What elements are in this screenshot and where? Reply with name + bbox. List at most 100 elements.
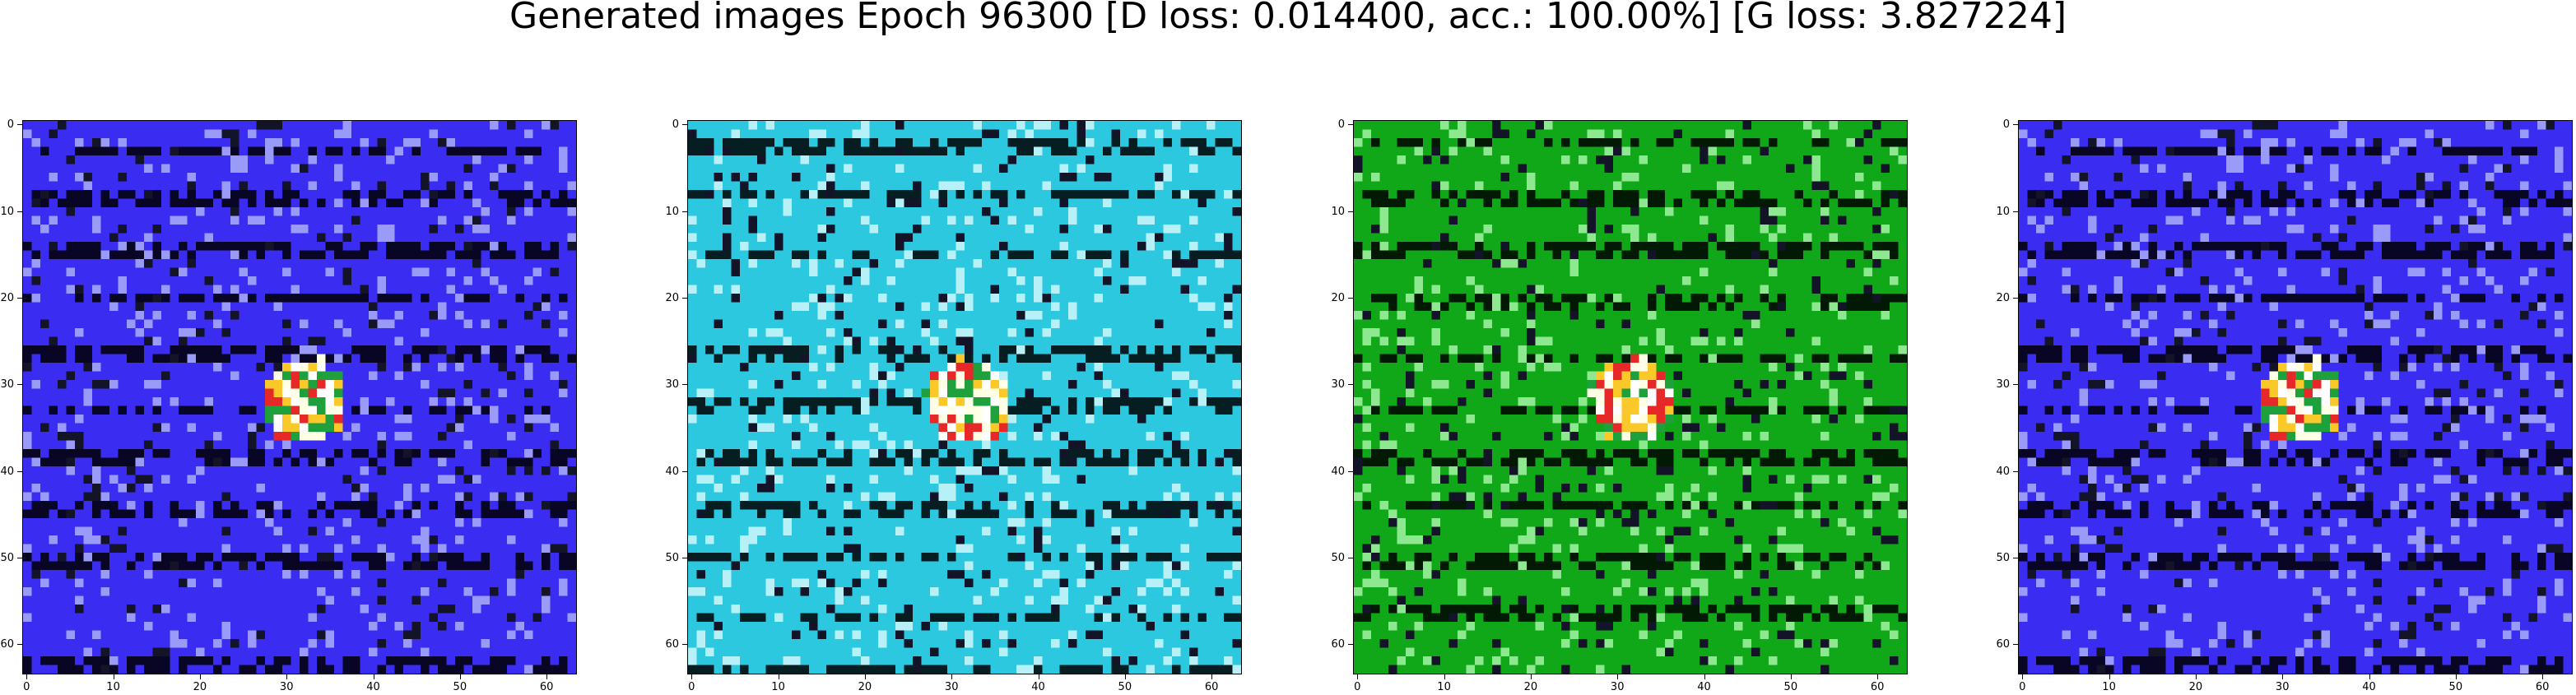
x-tick-label: 50 (453, 681, 467, 693)
x-tick-mark (2282, 674, 2284, 679)
y-tick-label: 30 (1331, 378, 1345, 392)
y-tick-label: 40 (1996, 465, 2010, 478)
y-tick-mark (17, 644, 22, 646)
x-tick-label: 50 (1783, 681, 1798, 693)
y-tick-label: 20 (665, 291, 679, 304)
y-tick-label: 0 (1337, 118, 1345, 132)
x-tick-mark (864, 674, 866, 679)
y-tick-mark (682, 644, 687, 646)
x-tick-label: 30 (944, 681, 959, 693)
x-tick-mark (1790, 674, 1792, 679)
x-tick-label: 20 (858, 681, 872, 693)
y-tick-mark (17, 297, 22, 299)
y-tick-mark (17, 124, 22, 126)
y-tick-label: 20 (0, 291, 14, 304)
y-tick-mark (2013, 124, 2018, 126)
y-tick-label: 40 (665, 465, 679, 478)
y-tick-label: 50 (665, 551, 679, 564)
x-tick-label: 40 (366, 681, 380, 693)
y-tick-label: 10 (1996, 205, 2010, 218)
y-tick-mark (17, 384, 22, 386)
y-tick-label: 60 (1331, 638, 1345, 651)
y-tick-label: 60 (1996, 638, 2010, 651)
y-tick-mark (1348, 211, 1353, 212)
image-canvas (1354, 121, 1907, 674)
y-tick-mark (2013, 297, 2018, 299)
x-tick-label: 50 (2448, 681, 2463, 693)
y-tick-label: 10 (665, 205, 679, 218)
x-tick-mark (459, 674, 461, 679)
y-tick-mark (1348, 124, 1353, 126)
x-tick-label: 30 (2275, 681, 2290, 693)
x-tick-mark (1211, 674, 1213, 679)
x-tick-label: 50 (1118, 681, 1132, 693)
x-tick-label: 10 (106, 681, 120, 693)
y-tick-label: 30 (0, 378, 14, 392)
x-tick-mark (2369, 674, 2370, 679)
x-tick-label: 40 (1031, 681, 1045, 693)
y-tick-mark (1348, 297, 1353, 299)
y-tick-label: 40 (1331, 465, 1345, 478)
x-tick-label: 60 (2535, 681, 2550, 693)
x-tick-label: 60 (1204, 681, 1219, 693)
x-tick-mark (2022, 674, 2024, 679)
x-tick-label: 0 (23, 681, 30, 693)
x-tick-label: 10 (1437, 681, 1451, 693)
x-tick-mark (2109, 674, 2110, 679)
y-tick-mark (2013, 470, 2018, 472)
x-tick-mark (1530, 674, 1532, 679)
x-tick-label: 40 (2362, 681, 2376, 693)
image-canvas (688, 121, 1241, 674)
x-tick-mark (2455, 674, 2457, 679)
x-tick-mark (691, 674, 693, 679)
x-tick-mark (951, 674, 953, 679)
y-tick-mark (2013, 384, 2018, 386)
x-tick-label: 30 (1610, 681, 1625, 693)
y-tick-label: 0 (2002, 118, 2010, 132)
x-tick-mark (1877, 674, 1879, 679)
y-tick-mark (2013, 644, 2018, 646)
y-tick-mark (682, 124, 687, 126)
y-tick-mark (1348, 470, 1353, 472)
image-canvas (23, 121, 576, 674)
x-tick-label: 30 (279, 681, 294, 693)
generated-image-4 (2018, 120, 2573, 674)
x-tick-label: 40 (1697, 681, 1711, 693)
x-tick-mark (2195, 674, 2197, 679)
x-tick-mark (1704, 674, 1705, 679)
y-tick-label: 0 (7, 118, 14, 132)
x-tick-mark (546, 674, 548, 679)
y-tick-mark (682, 297, 687, 299)
y-tick-label: 60 (665, 638, 679, 651)
x-tick-label: 10 (2102, 681, 2116, 693)
y-tick-mark (682, 211, 687, 212)
y-tick-label: 10 (0, 205, 14, 218)
x-tick-label: 60 (1870, 681, 1885, 693)
y-tick-label: 50 (1331, 551, 1345, 564)
x-tick-label: 20 (2188, 681, 2203, 693)
x-tick-label: 10 (771, 681, 785, 693)
figure-title: Generated images Epoch 96300 [D loss: 0.… (509, 0, 2067, 37)
y-tick-mark (682, 384, 687, 386)
x-tick-label: 0 (2019, 681, 2026, 693)
x-tick-label: 0 (1354, 681, 1361, 693)
x-tick-label: 20 (193, 681, 207, 693)
x-tick-label: 60 (539, 681, 554, 693)
generated-image-1 (22, 120, 577, 674)
y-tick-mark (682, 470, 687, 472)
x-tick-mark (1124, 674, 1126, 679)
y-tick-mark (2013, 211, 2018, 212)
image-canvas (2019, 121, 2572, 674)
y-tick-label: 40 (0, 465, 14, 478)
y-tick-label: 50 (1996, 551, 2010, 564)
x-tick-mark (286, 674, 288, 679)
y-tick-label: 60 (0, 638, 14, 651)
y-tick-label: 20 (1996, 291, 2010, 304)
y-tick-mark (1348, 384, 1353, 386)
x-tick-mark (1444, 674, 1445, 679)
y-tick-label: 20 (1331, 291, 1345, 304)
x-tick-mark (1617, 674, 1619, 679)
x-tick-mark (1357, 674, 1359, 679)
x-tick-label: 20 (1523, 681, 1538, 693)
y-tick-mark (17, 211, 22, 212)
